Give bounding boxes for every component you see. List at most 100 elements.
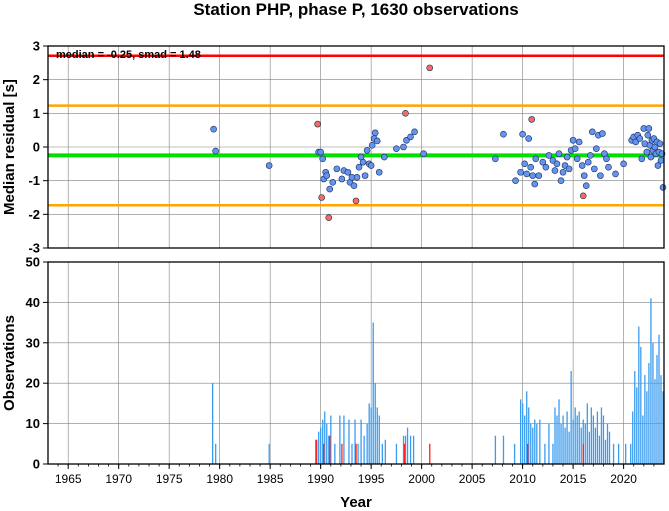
residual-point [344,168,352,176]
outlier-point [579,192,587,200]
observation-bar [560,423,562,464]
residual-point [605,163,612,171]
residual-point [338,175,346,183]
observation-bar [552,443,554,464]
residual-point [363,147,371,154]
observation-bar [520,399,522,464]
x-tick-label: 1985 [257,472,284,486]
observation-bar [354,419,356,464]
observation-bar [368,403,370,464]
observation-bar [328,435,330,464]
observation-bar [404,435,407,464]
outlier-point [318,194,325,201]
observation-bar [662,391,664,464]
y-tick-label: 50 [26,255,40,270]
observation-bar [648,363,650,464]
observation-bar [644,375,646,464]
residual-point [597,172,604,179]
residual-point [559,168,567,176]
outlier-observation-bar [329,435,331,464]
observation-bar [513,443,516,464]
observation-bar [554,407,556,464]
residual-point [319,155,326,163]
residual-point [569,136,577,144]
observation-bar [602,415,605,464]
residual-point [411,128,418,136]
outlier-observation-bar [429,443,431,464]
observation-bar [586,403,588,464]
observation-bar [654,379,656,464]
observation-bar [660,375,662,464]
observation-bar [584,423,586,464]
residual-point [654,162,662,169]
observation-bar [372,322,374,464]
observation-bar [376,407,378,464]
residual-point [584,158,592,166]
residual-point [333,165,341,173]
observation-bar [658,334,660,464]
y-tick-label: -2 [28,207,40,222]
observation-bar [526,391,528,464]
observation-bar [318,431,320,464]
observation-bar [343,415,345,464]
residual-point [368,142,376,149]
observation-bar [378,415,380,464]
residual-point [557,177,565,184]
observation-bar [564,427,566,464]
residual-point [212,147,219,155]
y-tick-label: 3 [33,39,40,54]
residual-point [492,155,499,163]
observation-bar [539,419,541,464]
observation-bar [566,411,568,464]
x-tick-label: 1980 [206,472,233,486]
residual-point [603,155,610,163]
observation-bar [580,427,582,464]
residual-point [519,130,526,138]
observations-panel-frame [47,261,665,465]
observation-bar [315,439,317,464]
residual-point [555,150,563,158]
observation-bar [592,415,595,464]
outlier-point [426,64,434,72]
residual-point [317,148,324,156]
observation-bar [406,427,409,464]
x-tick-label: 1990 [307,472,334,486]
observation-bar [590,407,592,464]
median-annotation: median = -0.25, smad = 1.48 [56,49,201,61]
residual-point [393,145,400,152]
residual-y-axis-label: Median residual [s] [1,79,18,215]
observation-bar [634,371,636,464]
observation-bar [363,435,365,464]
residual-point [210,125,217,133]
y-tick-label: 20 [26,376,40,391]
residual-point [553,160,561,168]
observation-bar [530,423,532,464]
residual-point [367,162,375,169]
residual-point [545,152,553,159]
outlier-observation-bar [582,443,584,464]
residual-point [523,170,530,178]
observation-bar [351,443,353,464]
observation-bar [632,411,634,464]
residual-point [563,153,571,161]
observation-bar [558,399,560,464]
residual-point [420,150,427,158]
residual-point [517,168,524,176]
y-tick-label: -3 [28,241,40,256]
outlier-observation-bar [316,439,318,464]
observation-bar [212,383,214,464]
residual-point [539,158,547,166]
observation-bar [268,443,270,464]
observation-bar [625,443,627,464]
residual-point [599,130,606,137]
observation-bar [617,443,620,464]
observation-bar [604,439,607,464]
observation-bar [536,423,538,464]
observation-bar [544,443,546,464]
observations-y-ticks: 0 10 20 30 40 50 [26,255,48,472]
residual-point [353,174,361,181]
residual-point [527,163,535,171]
residual-point [380,153,388,161]
outlier-point [402,110,409,117]
residual-point [326,185,334,193]
